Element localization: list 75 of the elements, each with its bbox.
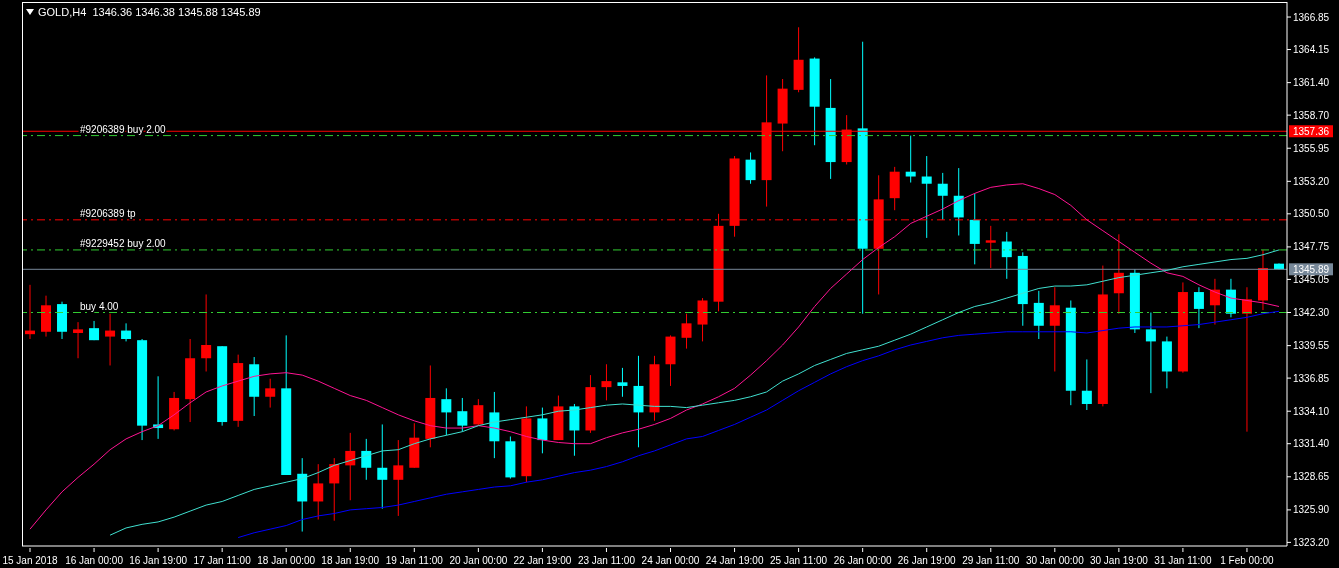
candlestick [73, 321, 84, 359]
y-tick-label: 1347.75 [1293, 241, 1330, 253]
candlestick [473, 398, 484, 427]
y-tick-label: 1366.85 [1293, 11, 1330, 23]
line-series [29, 183, 1280, 530]
x-tick-label: 16 Jan 00:00 [65, 555, 124, 566]
x-tick-label: 25 Jan 11:00 [770, 555, 828, 566]
candlestick [1193, 286, 1204, 329]
candlestick [329, 457, 340, 522]
x-tick-label: 29 Jan 11:00 [962, 555, 1020, 566]
y-tick-label: 1331.40 [1293, 438, 1330, 450]
x-tick-label: 18 Jan 19:00 [321, 555, 380, 566]
candlestick [745, 151, 756, 185]
x-tick-label: 23 Jan 11:00 [577, 555, 636, 566]
ref-line-label: #9229452 buy 2.00 [80, 237, 167, 249]
y-tick-label: 1353.20 [1293, 175, 1330, 187]
candlestick [937, 172, 948, 221]
y-tick-label: 1355.95 [1293, 142, 1330, 154]
x-tick-label: 15 Jan 2018 [2, 555, 58, 566]
candlestick [393, 439, 404, 517]
y-tick-label: 1342.30 [1293, 307, 1330, 319]
x-tick-label: 1 Feb 00:00 [1220, 555, 1275, 566]
y-tick-label: 1345.05 [1293, 273, 1330, 285]
candlestick [921, 155, 932, 239]
line-series [237, 310, 1280, 539]
x-tick-label: 22 Jan 19:00 [513, 555, 572, 566]
y-tick-label: 1339.55 [1293, 340, 1330, 352]
candlestick [617, 367, 628, 398]
candlestick [1033, 290, 1044, 340]
candlestick [1113, 233, 1124, 315]
ref-line-label: buy 4.00 [80, 300, 119, 312]
y-tick-label: 1336.85 [1293, 372, 1330, 384]
candlestick [905, 135, 916, 184]
y-tick-label: 1334.10 [1293, 405, 1330, 417]
chart-title: GOLD,H4 1346.36 1346.38 1345.88 1345.89 [38, 6, 261, 18]
x-tick-label: 26 Jan 19:00 [897, 555, 957, 566]
x-tick-label: 18 Jan 00:00 [257, 555, 316, 566]
y-tick-label: 1323.20 [1293, 536, 1330, 548]
y-tick-label: 1364.15 [1293, 44, 1330, 56]
candlestick [377, 423, 388, 510]
candlestick [953, 167, 964, 236]
candlestick [1001, 231, 1012, 280]
x-tick-label: 17 Jan 11:00 [193, 555, 252, 566]
x-tick-label: 26 Jan 00:00 [833, 555, 893, 566]
candlestick [601, 363, 612, 401]
ref-line-label: #9206389 tp [80, 207, 137, 219]
candlestick [681, 313, 692, 350]
candlestick [105, 313, 116, 366]
candlestick [457, 397, 468, 433]
x-tick-label: 24 Jan 00:00 [641, 555, 700, 566]
ref-line-label: 1357.36 [1292, 126, 1330, 138]
candlestick [1145, 312, 1156, 394]
x-tick-label: 24 Jan 19:00 [705, 555, 764, 566]
y-tick-label: 1361.40 [1293, 77, 1330, 89]
y-tick-label: 1350.50 [1293, 208, 1330, 220]
candlestick [265, 378, 276, 409]
y-tick-label: 1358.70 [1293, 109, 1330, 121]
x-tick-label: 16 Jan 19:00 [129, 555, 188, 566]
y-tick-label: 1328.65 [1293, 471, 1330, 483]
candlestick [313, 463, 324, 521]
y-tick-label: 1325.90 [1293, 504, 1330, 516]
x-tick-label: 31 Jan 11:00 [1154, 555, 1212, 566]
candlestick [537, 407, 548, 454]
x-tick-label: 30 Jan 00:00 [1025, 555, 1085, 566]
candlestick [1049, 286, 1060, 372]
candlestick [985, 225, 996, 269]
candlestick [1081, 358, 1092, 411]
x-tick-label: 20 Jan 00:00 [449, 555, 508, 566]
ref-line-label: 1345.89 [1292, 264, 1330, 276]
candlestick [121, 322, 132, 342]
x-tick-label: 19 Jan 11:00 [385, 555, 444, 566]
candlestick [201, 293, 212, 372]
x-tick-label: 30 Jan 19:00 [1089, 555, 1149, 566]
candlestick [441, 387, 452, 436]
candlestick [361, 438, 372, 481]
